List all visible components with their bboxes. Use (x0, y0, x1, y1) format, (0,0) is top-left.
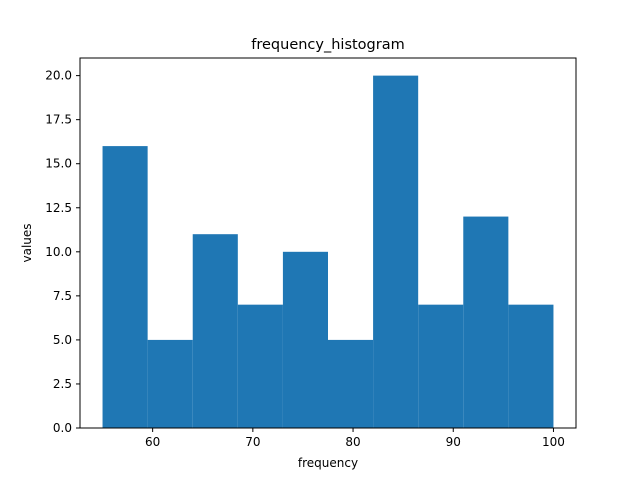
histogram-bar (373, 75, 419, 428)
x-tick-label: 70 (245, 435, 260, 449)
histogram-bar (237, 304, 283, 428)
y-tick-label: 15.0 (45, 157, 72, 171)
y-tick-label: 5.0 (53, 333, 72, 347)
y-tick-label: 17.5 (45, 113, 72, 127)
x-tick-label: 80 (345, 435, 360, 449)
x-tick-label: 90 (446, 435, 461, 449)
histogram-bar (147, 339, 193, 428)
histogram-bar (102, 146, 148, 428)
y-tick-label: 2.5 (53, 377, 72, 391)
y-axis-label: values (20, 223, 34, 262)
bars-layer (102, 75, 554, 428)
y-tick-label: 10.0 (45, 245, 72, 259)
histogram-bar (463, 216, 509, 428)
chart-title: frequency_histogram (251, 37, 404, 53)
y-tick-label: 0.0 (53, 421, 72, 435)
histogram-bar (328, 339, 374, 428)
x-tick-label: 100 (542, 435, 565, 449)
plot-frame (79, 57, 577, 429)
axes-layer (79, 57, 577, 429)
y-tick-label: 12.5 (45, 201, 72, 215)
x-axis-label: frequency (298, 456, 358, 470)
y-tick-label: 20.0 (45, 69, 72, 83)
histogram-bar (282, 251, 328, 428)
histogram-bar (508, 304, 554, 428)
ticks-layer: 60 70 80 90 100 0.0 2.5 5.0 7.5 10.0 12.5 15.0 17.5 2… (45, 69, 565, 449)
histogram-bar (418, 304, 464, 428)
x-tick-label: 60 (145, 435, 160, 449)
y-tick-label: 7.5 (53, 289, 72, 303)
histogram-bar (192, 234, 238, 428)
